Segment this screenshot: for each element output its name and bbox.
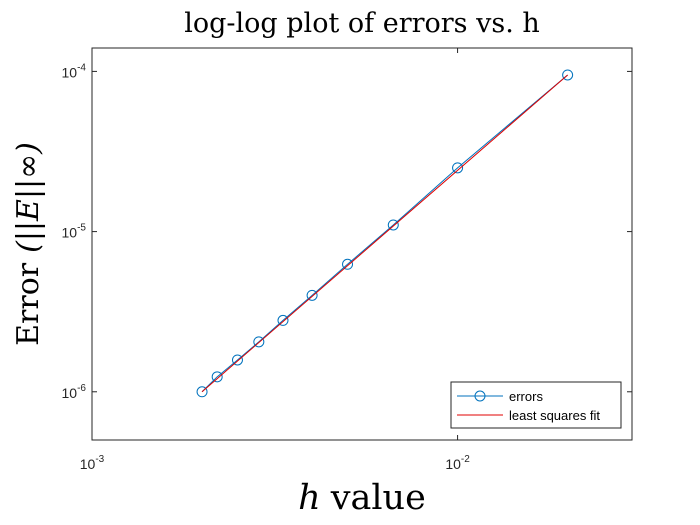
data-point (253, 336, 265, 348)
data-point (562, 69, 574, 81)
legend-marker-errors (474, 390, 486, 402)
data-point (452, 162, 464, 174)
series-line-1 (201, 74, 568, 393)
plot-area (91, 47, 633, 441)
y-tick-label: 10-5 (62, 223, 87, 241)
data-point (342, 258, 354, 270)
chart-title: log-log plot of errors vs. h (184, 8, 540, 39)
data-point (196, 386, 208, 398)
legend-box (450, 381, 622, 429)
y-tick-label: 10-4 (62, 62, 87, 80)
x-tick-label: 10-2 (445, 454, 470, 472)
y-axis-label: Error (||E||∞) (11, 142, 46, 346)
axis-ticks: 10-3 10-2 10-6 10-5 10-4 (62, 48, 632, 472)
y-axis-label-text: Error (11, 262, 46, 346)
data-point (387, 219, 399, 231)
legend-label-fit: least squares fit (509, 408, 600, 423)
data-point (277, 314, 289, 326)
data-point (231, 354, 243, 366)
series-group (196, 69, 574, 398)
x-axis-label-math: h (298, 478, 321, 518)
x-tick-label: 10-3 (80, 454, 105, 472)
data-point (306, 289, 318, 301)
legend: errors least squares fit (450, 381, 622, 429)
series-line-0 (201, 74, 568, 393)
x-axis-label: h value (298, 478, 426, 518)
legend-label-errors: errors (509, 389, 543, 404)
data-point (211, 371, 223, 383)
x-axis-label-text: value (330, 478, 426, 518)
y-tick-label: 10-6 (62, 383, 87, 401)
y-axis-label-math: (||E||∞) (11, 142, 46, 253)
